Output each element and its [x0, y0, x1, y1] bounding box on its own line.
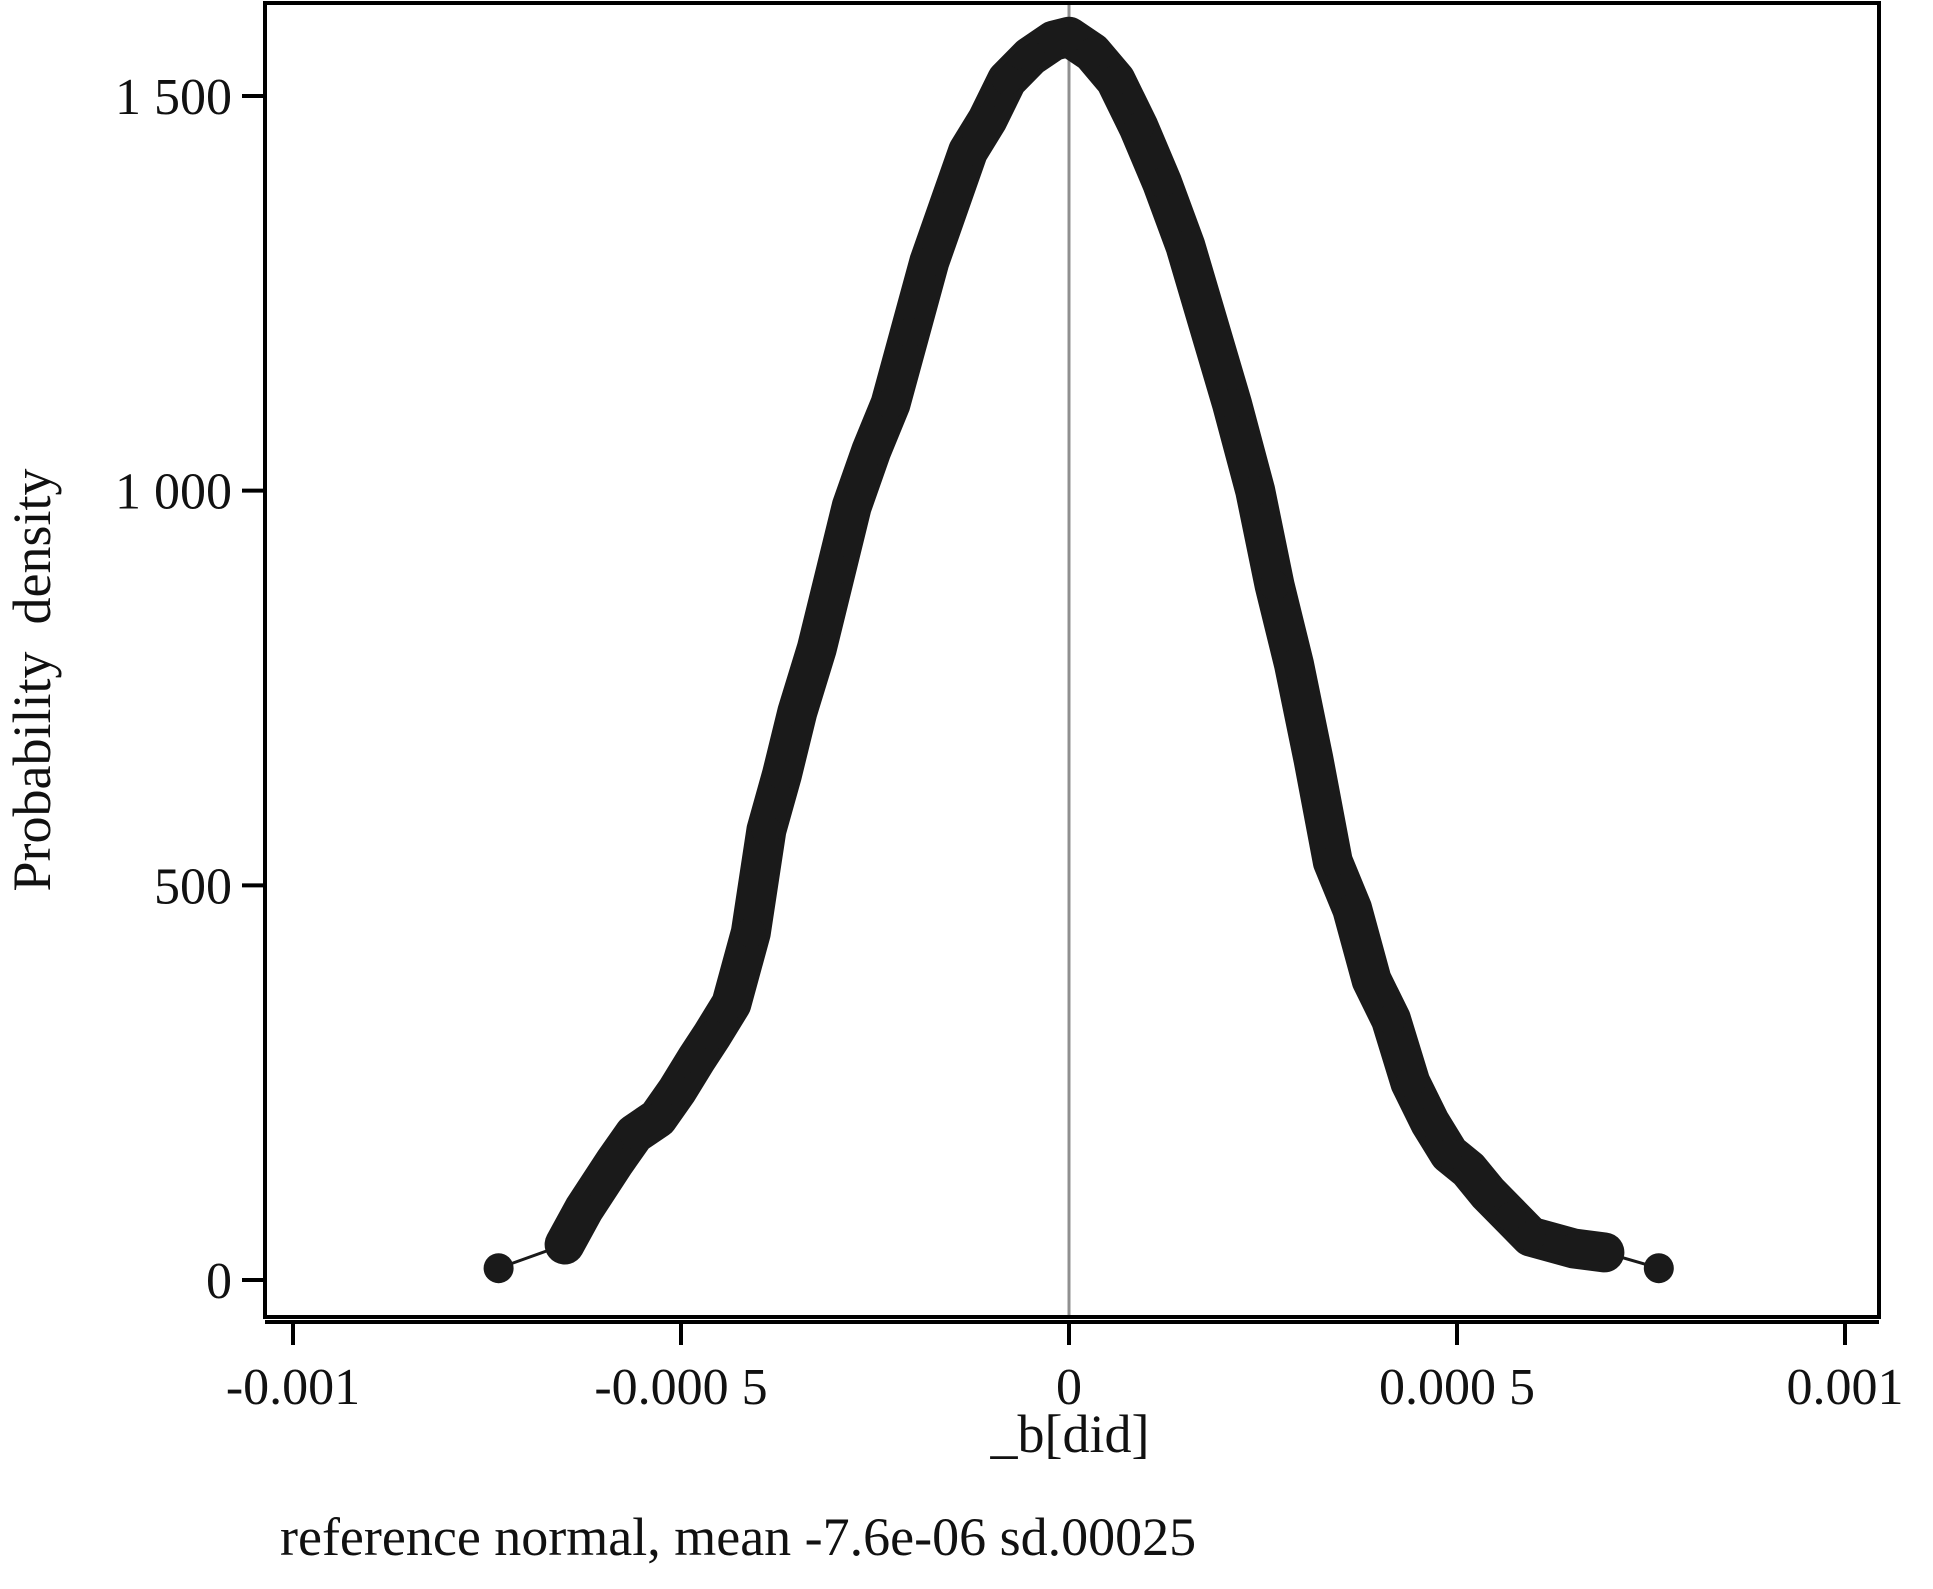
- data-point: [1414, 1107, 1445, 1138]
- series-marker-band: [544, 16, 1625, 1273]
- data-point: [953, 136, 984, 167]
- data-point: [1589, 1237, 1620, 1268]
- data-point: [1054, 21, 1084, 52]
- data-point: [1259, 570, 1290, 601]
- y-axis-title: Probability density: [2, 469, 62, 892]
- data-point: [1217, 388, 1247, 419]
- data-point: [1643, 1253, 1674, 1284]
- data-point: [642, 1103, 673, 1134]
- data-point: [914, 246, 945, 277]
- data-point: [991, 65, 1022, 96]
- y-tick-label: 0: [206, 1253, 232, 1310]
- data-point: [619, 1119, 650, 1149]
- data-point: [1147, 167, 1178, 198]
- data-point: [1100, 65, 1131, 96]
- x-tick-label: -0.000 5: [594, 1359, 767, 1416]
- data-point: [1376, 1004, 1406, 1035]
- x-axis-title: _b[did]: [990, 1404, 1150, 1464]
- data-point: [1193, 309, 1224, 340]
- data-point: [681, 1044, 712, 1074]
- y-tick-label: 500: [154, 858, 232, 915]
- data-point: [836, 491, 867, 522]
- data-point: [972, 104, 1003, 135]
- data-point: [1496, 1201, 1527, 1232]
- data-point: [1279, 649, 1309, 680]
- data-point: [821, 554, 852, 585]
- data-point: [1558, 1233, 1589, 1264]
- data-point: [801, 633, 832, 664]
- data-point: [1015, 41, 1046, 72]
- data-point: [1170, 231, 1201, 261]
- plot-frame: [263, 1, 1881, 1319]
- data-point: [549, 1229, 580, 1260]
- data-point: [751, 815, 782, 846]
- data-point: [1337, 894, 1368, 924]
- x-tick-label: 0.001: [1787, 1359, 1904, 1416]
- data-point: [1395, 1067, 1426, 1098]
- data-point: [875, 388, 906, 419]
- data-point: [1077, 37, 1108, 68]
- x-tick-label: 0.000 5: [1379, 1359, 1535, 1416]
- data-point: [1473, 1178, 1503, 1209]
- data-point: [1515, 1221, 1546, 1252]
- data-point: [716, 988, 747, 1019]
- data-point: [662, 1075, 693, 1106]
- data-point: [856, 436, 887, 467]
- data-point: [1298, 744, 1329, 774]
- data-point: [1240, 475, 1271, 506]
- data-point: [483, 1253, 514, 1284]
- x-tick-label: -0.001: [226, 1359, 360, 1416]
- data-point: [569, 1194, 599, 1224]
- y-tick-label: 1 500: [115, 69, 232, 126]
- data-point: [894, 317, 925, 348]
- data-point: [735, 917, 766, 948]
- x-tick-label: 0: [1056, 1359, 1082, 1416]
- data-point: [1356, 965, 1387, 996]
- data-point: [782, 696, 813, 727]
- y-tick-label: 1 000: [115, 464, 232, 521]
- data-point: [600, 1146, 630, 1177]
- data-point: [766, 759, 797, 790]
- data-point: [697, 1020, 727, 1051]
- data-point: [1453, 1154, 1484, 1185]
- data-point: [1317, 846, 1348, 877]
- data-point: [933, 191, 964, 222]
- data-point: [1123, 112, 1154, 143]
- reference-normal-note: reference normal, mean -7.6e-06 sd.00025: [280, 1507, 1196, 1567]
